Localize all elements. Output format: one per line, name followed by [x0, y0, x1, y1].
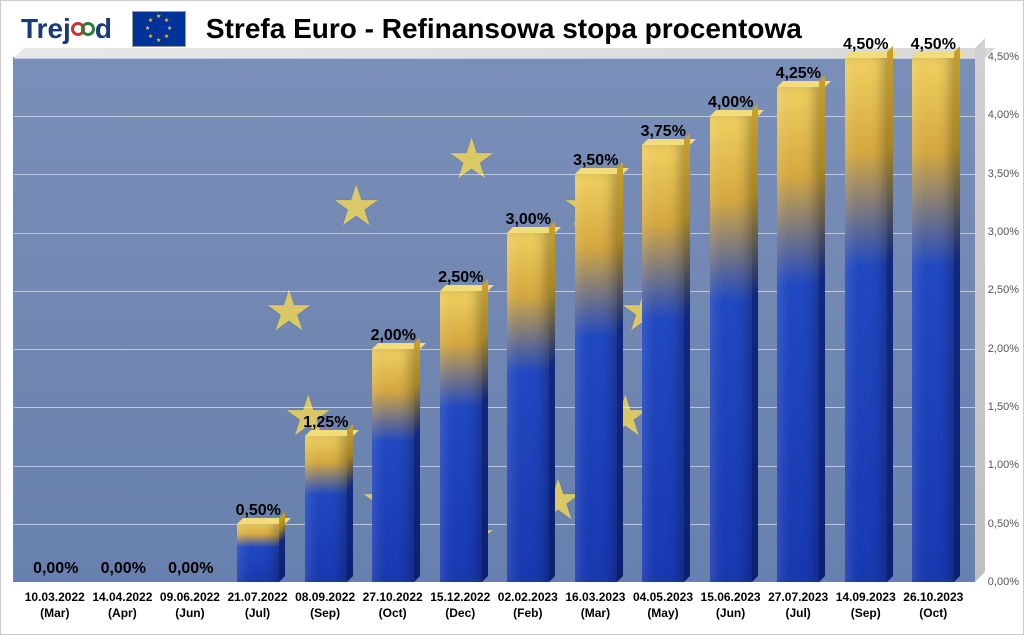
y-tick-label: 3,00% — [988, 226, 1019, 238]
bar-value-label: 0,00% — [33, 560, 78, 578]
bar-slot: 2,50% — [427, 58, 495, 582]
bar-value-label: 0,00% — [101, 560, 146, 578]
x-tick-label: 14.04.2022(Apr) — [89, 584, 157, 632]
bar-slot: 4,50% — [832, 58, 900, 582]
logo-text-a: Trej — [21, 13, 71, 45]
bar — [912, 58, 954, 582]
eu-flag-icon: ★★ ★★ ★★ ★★ — [132, 11, 186, 47]
y-tick-label: 4,00% — [988, 109, 1019, 121]
bar — [642, 145, 684, 582]
x-tick-label: 02.02.2023(Feb) — [494, 584, 562, 632]
bar-slot: 0,00% — [90, 58, 158, 582]
y-tick-label: 2,00% — [988, 343, 1019, 355]
bar-slot: 0,50% — [225, 58, 293, 582]
x-tick-label: 16.03.2023(Mar) — [562, 584, 630, 632]
logo: Trej d — [21, 13, 112, 45]
bar-value-label: 0,00% — [168, 560, 213, 578]
bar — [372, 349, 414, 582]
x-tick-label: 15.06.2023(Jun) — [697, 584, 765, 632]
bar — [507, 233, 549, 582]
gridline — [14, 582, 975, 583]
y-tick-label: 2,50% — [988, 284, 1019, 296]
y-tick-label: 4,50% — [988, 51, 1019, 63]
y-tick-label: 1,00% — [988, 459, 1019, 471]
bars-group: 0,00% 0,00% 0,00% 0,50%1,25%2,00%2,50% 3,00%… — [14, 58, 975, 582]
y-tick-label: 0,50% — [988, 518, 1019, 530]
bar-slot: 3,75% — [630, 58, 698, 582]
bar-slot: 1,25% — [292, 58, 360, 582]
chart-title: Strefa Euro - Refinansowa stopa procento… — [206, 13, 802, 45]
bar-slot: 0,00% — [157, 58, 225, 582]
x-tick-label: 04.05.2023(May) — [629, 584, 697, 632]
x-tick-label: 27.07.2023(Jul) — [764, 584, 832, 632]
logo-text-b: d — [95, 13, 112, 45]
bar — [440, 291, 482, 582]
x-tick-label: 14.09.2023(Sep) — [832, 584, 900, 632]
bar-slot: 4,25% — [765, 58, 833, 582]
x-tick-label: 27.10.2022(Oct) — [359, 584, 427, 632]
x-tick-label: 21.07.2022(Jul) — [224, 584, 292, 632]
x-tick-label: 08.09.2022(Sep) — [291, 584, 359, 632]
y-tick-label: 0,00% — [988, 576, 1019, 588]
bar — [237, 524, 279, 582]
logo-rings-icon — [71, 22, 95, 36]
bar — [305, 436, 347, 582]
x-tick-label: 10.03.2022(Mar) — [21, 584, 89, 632]
y-axis-labels: 0,00%0,50%1,00%1,50%2,00%2,50%3,00%3,50%… — [979, 57, 1019, 582]
chart-plot-area: ★★★★★★★★★★ 0,00%0,00%0,00%0,50%1,25%2,00… — [13, 57, 975, 582]
bar-slot: 4,50% — [900, 58, 968, 582]
bar — [710, 116, 752, 582]
bar — [777, 87, 819, 582]
bar-slot: 2,00% — [360, 58, 428, 582]
bar — [575, 174, 617, 582]
eu-flag-stars: ★★ ★★ ★★ ★★ — [145, 15, 173, 43]
bar-slot: 3,00% — [495, 58, 563, 582]
x-axis-labels: 10.03.2022(Mar)14.04.2022(Apr)09.06.2022… — [13, 584, 975, 632]
y-tick-label: 1,50% — [988, 401, 1019, 413]
bar-slot: 4,00% — [697, 58, 765, 582]
x-tick-label: 26.10.2023(Oct) — [900, 584, 968, 632]
bar-slot: 0,00% — [22, 58, 90, 582]
bar — [845, 58, 887, 582]
bar-slot: 3,50% — [562, 58, 630, 582]
chart-container: Trej d ★★ ★★ ★★ ★★ Strefa Euro - Refinan… — [0, 0, 1024, 635]
x-tick-label: 09.06.2022(Jun) — [156, 584, 224, 632]
x-tick-label: 15.12.2022(Dec) — [426, 584, 494, 632]
bar-value-label: 3,00% — [506, 211, 551, 229]
y-tick-label: 3,50% — [988, 168, 1019, 180]
